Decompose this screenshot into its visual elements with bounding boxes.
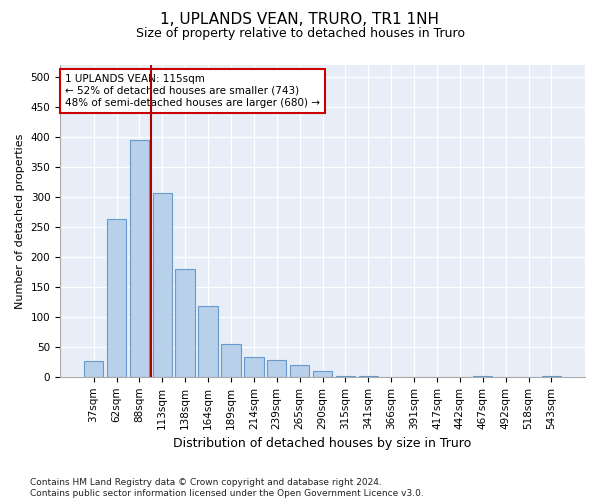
Bar (84, 360, 103, 377)
Bar (290, 365, 310, 377)
Bar (335, 376, 355, 377)
Bar (107, 219, 126, 377)
Y-axis label: Number of detached properties: Number of detached properties (15, 133, 25, 308)
Bar (359, 376, 378, 377)
Bar (244, 357, 263, 377)
Bar (542, 376, 561, 377)
X-axis label: Distribution of detached houses by size in Truro: Distribution of detached houses by size … (173, 437, 472, 450)
Text: 1, UPLANDS VEAN, TRURO, TR1 1NH: 1, UPLANDS VEAN, TRURO, TR1 1NH (161, 12, 439, 28)
Text: Contains HM Land Registry data © Crown copyright and database right 2024.
Contai: Contains HM Land Registry data © Crown c… (30, 478, 424, 498)
Bar (130, 140, 149, 377)
Bar (473, 376, 493, 377)
Text: 1 UPLANDS VEAN: 115sqm
← 52% of detached houses are smaller (743)
48% of semi-de: 1 UPLANDS VEAN: 115sqm ← 52% of detached… (65, 74, 320, 108)
Bar (313, 372, 332, 377)
Bar (199, 306, 218, 377)
Text: Size of property relative to detached houses in Truro: Size of property relative to detached ho… (136, 28, 464, 40)
Bar (175, 269, 195, 377)
Bar (267, 360, 286, 377)
Bar (152, 192, 172, 377)
Bar (221, 344, 241, 377)
